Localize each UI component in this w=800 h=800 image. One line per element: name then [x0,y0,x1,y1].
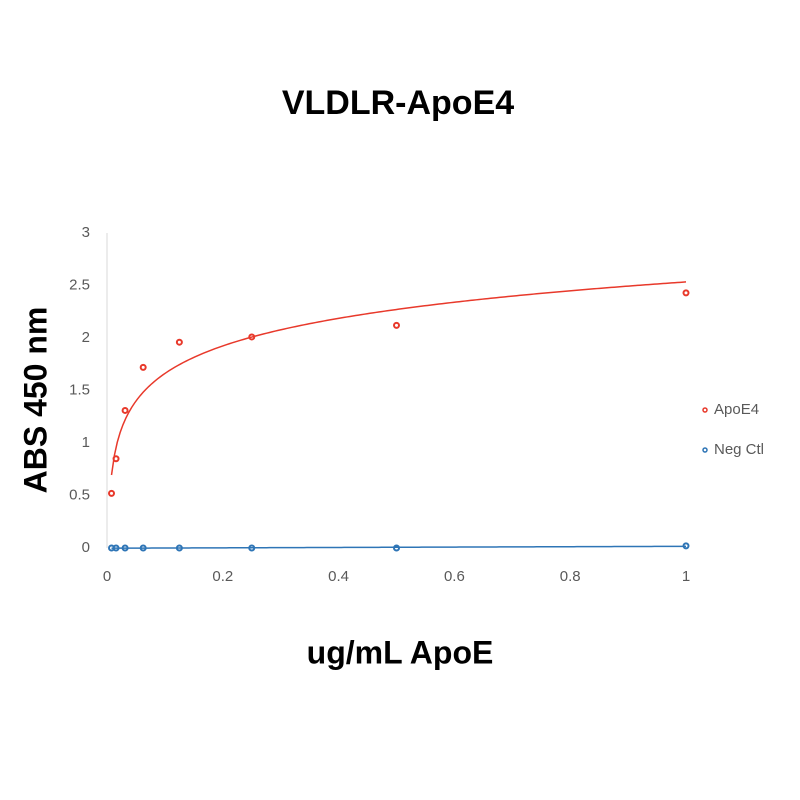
legend-marker [702,407,708,413]
y-tick-label: 1.5 [69,381,90,398]
chart-title: VLDLR-ApoE4 [282,84,514,122]
data-point [682,542,690,550]
y-tick-label: 1 [82,434,90,451]
y-tick-label: 0 [82,539,90,556]
data-point [108,489,116,497]
legend-label: Neg Ctl [714,441,764,458]
data-point [248,544,256,552]
y-tick-label: 0.5 [69,486,90,503]
x-axis-title: ug/mL ApoE [307,634,494,670]
y-tick-label: 2 [82,329,90,346]
trendline [110,281,687,476]
data-point [175,338,183,346]
data-point [248,333,256,341]
y-tick-label: 2.5 [69,276,90,293]
data-point [175,544,183,552]
x-tick-label: 0.2 [212,568,233,585]
y-tick-label: 3 [82,224,90,241]
data-point [682,289,690,297]
data-point [112,544,120,552]
x-tick-label: 0.6 [444,568,465,585]
x-tick-label: 1 [682,568,690,585]
data-point [393,544,400,552]
data-point [121,406,129,414]
data-point [112,455,120,463]
legend-label: ApoE4 [714,401,759,418]
legend-marker [702,447,708,453]
x-tick-label: 0.4 [328,568,349,585]
data-point [139,544,147,552]
y-axis-title: ABS 450 nm [17,307,53,494]
x-tick-label: 0 [103,568,111,585]
data-point [121,544,129,552]
data-point [139,363,147,371]
data-point [393,321,400,329]
x-tick-label: 0.8 [560,568,581,585]
